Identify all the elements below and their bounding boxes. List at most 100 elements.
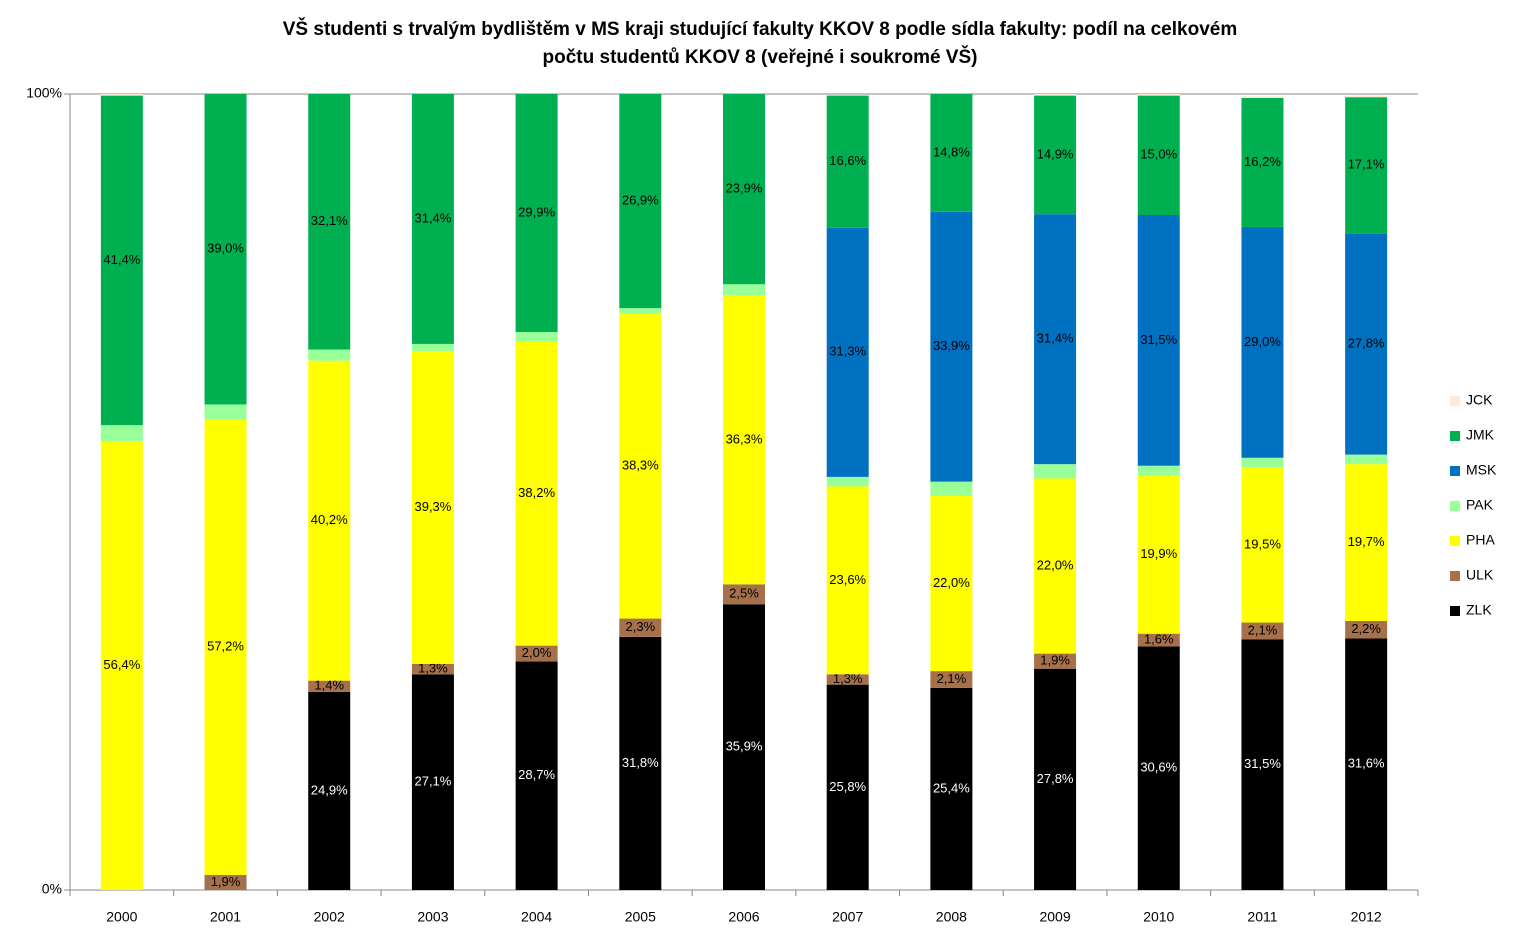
bar-segment <box>411 343 454 352</box>
data-label: 31,3% <box>829 344 866 359</box>
data-label: 1,3% <box>418 661 448 676</box>
bar-segment <box>619 308 662 314</box>
x-tick-label: 2009 <box>1039 909 1070 925</box>
legend-swatch <box>1450 396 1460 406</box>
bar-segment <box>723 94 765 285</box>
data-label: 23,9% <box>726 181 763 196</box>
x-tick-label: 2012 <box>1351 909 1382 925</box>
bar-segment <box>1034 94 1077 96</box>
bar-segment <box>308 349 351 361</box>
bar-segment <box>930 481 973 496</box>
data-label: 31,8% <box>622 755 659 770</box>
data-label: 32,1% <box>311 213 348 228</box>
bar-segment <box>723 295 765 585</box>
legend-swatch <box>1450 536 1460 546</box>
bar-segment <box>515 94 558 333</box>
x-tick-label: 2001 <box>210 909 241 925</box>
data-label: 25,4% <box>933 780 970 795</box>
data-label: 57,2% <box>207 639 244 654</box>
bar-segment <box>619 313 662 619</box>
bar-segment <box>308 691 351 890</box>
bar-segment <box>930 671 973 688</box>
bar-segment <box>308 94 351 350</box>
data-label: 25,8% <box>829 779 866 794</box>
data-label: 1,3% <box>833 671 863 686</box>
bar-segment <box>1137 95 1180 215</box>
data-label: 1,9% <box>211 874 241 889</box>
bar-segment <box>619 94 662 309</box>
bar-segment <box>100 94 143 96</box>
bar-segment <box>619 636 662 890</box>
bar-segment <box>723 584 765 605</box>
bar-segment <box>1034 478 1077 654</box>
bar-segment <box>1241 457 1284 468</box>
legend-label: PHA <box>1466 532 1495 548</box>
data-label: 27,8% <box>1037 771 1074 786</box>
bar-segment <box>826 684 869 890</box>
bar-segment <box>1137 214 1180 466</box>
data-label: 2,0% <box>522 645 552 660</box>
bar-segment <box>411 663 454 675</box>
data-label: 1,6% <box>1144 631 1174 646</box>
data-label: 1,4% <box>314 678 344 693</box>
data-label: 14,9% <box>1037 146 1074 161</box>
bar-segment <box>204 404 247 420</box>
bar-segment <box>100 441 143 890</box>
bar-segment <box>1345 233 1388 455</box>
data-label: 22,0% <box>933 575 970 590</box>
x-tick-label: 2002 <box>314 909 345 925</box>
legend-swatch <box>1450 431 1460 441</box>
x-tick-label: 2004 <box>521 909 552 925</box>
bar-segment <box>930 495 973 672</box>
data-label: 14,8% <box>933 144 970 159</box>
bar-segment <box>1345 638 1388 890</box>
bar-segment <box>1241 639 1284 890</box>
data-label: 26,9% <box>622 192 659 207</box>
data-label: 39,3% <box>414 499 451 514</box>
data-label: 29,9% <box>518 204 555 219</box>
data-label: 2,3% <box>625 619 655 634</box>
bar-segment <box>826 476 869 487</box>
x-tick-label: 2007 <box>832 909 863 925</box>
bar-segment <box>1137 465 1180 476</box>
legend-label: ULK <box>1466 567 1494 583</box>
bar-segment <box>1137 646 1180 890</box>
x-tick-label: 2000 <box>106 909 137 925</box>
data-label: 41,4% <box>103 252 140 267</box>
data-label: 16,2% <box>1244 154 1281 169</box>
data-label: 39,0% <box>207 241 244 256</box>
x-tick-label: 2008 <box>936 909 967 925</box>
bar-segment <box>1034 653 1077 669</box>
bar-segment <box>100 425 143 442</box>
bar-segment <box>1345 97 1388 234</box>
bar-segment <box>411 351 454 664</box>
bar-segment <box>619 618 662 637</box>
legend-swatch <box>1450 606 1460 616</box>
bar-segment <box>930 687 973 890</box>
legend-label: JCK <box>1466 392 1493 408</box>
data-label: 38,2% <box>518 485 555 500</box>
data-label: 40,2% <box>311 512 348 527</box>
legend-label: JMK <box>1466 427 1495 443</box>
bar-segment <box>515 661 558 890</box>
bar-segment <box>515 645 558 662</box>
data-label: 31,6% <box>1348 756 1385 771</box>
data-label: 17,1% <box>1348 157 1385 172</box>
data-label: 24,9% <box>311 782 348 797</box>
y-tick-label: 100% <box>26 85 62 101</box>
data-label: 2,1% <box>937 671 967 686</box>
bar-segment <box>1034 668 1077 890</box>
bar-segment <box>1241 467 1284 623</box>
bar-segment <box>930 94 973 212</box>
data-label: 19,7% <box>1348 534 1385 549</box>
bar-segment <box>1345 620 1388 639</box>
bar-segment <box>204 874 247 890</box>
data-label: 56,4% <box>103 657 140 672</box>
bar-segment <box>100 95 143 426</box>
y-tick-label: 0% <box>42 881 62 897</box>
bar-segment <box>1241 226 1284 458</box>
data-label: 36,3% <box>726 431 763 446</box>
bar-segment <box>826 674 869 685</box>
bar-segment <box>411 674 454 890</box>
